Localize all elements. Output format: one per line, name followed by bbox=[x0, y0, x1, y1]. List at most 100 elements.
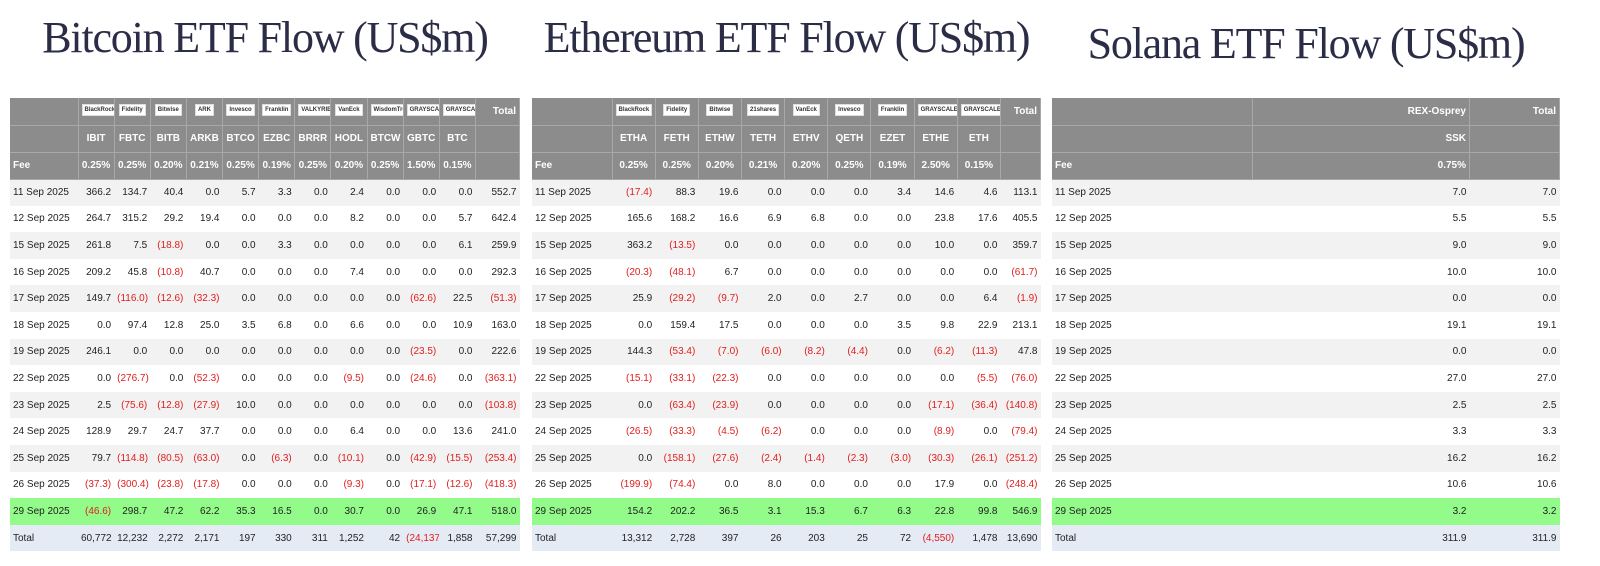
issuer-logo: Invesco bbox=[835, 103, 864, 116]
flow-value: 209.2 bbox=[86, 266, 112, 278]
logo-cell: GRAYSCALE bbox=[914, 98, 958, 126]
flow-value: 0.0 bbox=[350, 346, 364, 358]
empty-cell bbox=[532, 125, 613, 153]
flow-value: (17.4) bbox=[626, 187, 653, 199]
empty-cell bbox=[1469, 125, 1560, 153]
flow-value: 0.0 bbox=[422, 319, 437, 331]
flow-value: 25.0 bbox=[200, 319, 220, 331]
flow-value: 22.5 bbox=[453, 293, 473, 305]
date: 18 Sep 2025 bbox=[535, 319, 592, 331]
fee: 0.15% bbox=[439, 152, 477, 180]
ticker: BTCO bbox=[222, 125, 260, 153]
flow-value: 149.7 bbox=[86, 293, 112, 305]
row-total: 5.5 bbox=[1542, 213, 1557, 225]
flow-value: 0.0 bbox=[313, 372, 328, 384]
flow-value: 0.0 bbox=[313, 346, 328, 358]
cumulative-value: 1,858 bbox=[447, 532, 473, 544]
flow-row: 19 Sep 2025 246.1 0.0 0.0 0.0 0.0 0.0 0.0 0.0 0.0… bbox=[10, 338, 520, 366]
empty-cell bbox=[1052, 125, 1253, 153]
table-head: BlackRock Fidelity Bitwise 21shares VanEck In… bbox=[532, 98, 1041, 180]
date: 22 Sep 2025 bbox=[1055, 372, 1112, 384]
date: 25 Sep 2025 bbox=[13, 452, 70, 464]
cumulative-value: 13,312 bbox=[621, 532, 653, 544]
flow-value: 0.0 bbox=[897, 479, 912, 491]
logo-cell: GRAYSCALE bbox=[403, 98, 440, 126]
logo-cell: Bitwise bbox=[150, 98, 187, 126]
ticker: SSK bbox=[1252, 125, 1470, 153]
flow-value: 79.7 bbox=[91, 452, 112, 464]
flow-value: (10.8) bbox=[157, 266, 184, 278]
flow-table: REX-Osprey Total SSK Fee 0.75% 11 Sep 2025 7.0… bbox=[1052, 98, 1560, 552]
flow-value: 45.8 bbox=[127, 266, 148, 278]
cumulative-value: (4,550) bbox=[922, 532, 955, 544]
row-total: 222.6 bbox=[491, 346, 517, 358]
flow-value: 0.0 bbox=[422, 187, 437, 199]
flow-value: 0.0 bbox=[638, 319, 653, 331]
date: 19 Sep 2025 bbox=[13, 346, 70, 358]
logo-cell: BlackRock bbox=[78, 98, 115, 126]
flow-value: 0.0 bbox=[241, 213, 256, 225]
flow-value: 0.0 bbox=[940, 293, 955, 305]
flow-value: 0.0 bbox=[277, 346, 292, 358]
flow-value: (63.0) bbox=[193, 452, 220, 464]
date: 18 Sep 2025 bbox=[13, 319, 70, 331]
flow-value: 0.0 bbox=[386, 213, 401, 225]
flow-value: 16.2 bbox=[1447, 452, 1467, 464]
flow-value: 62.2 bbox=[200, 505, 220, 517]
cumulative-value: 42 bbox=[389, 532, 401, 544]
flow-row: 23 Sep 2025 0.0 (63.4) (23.9) 0.0 0.0 0.0 0.0 (1… bbox=[532, 391, 1041, 419]
flow-value: (37.3) bbox=[85, 479, 112, 491]
flow-value: (42.9) bbox=[410, 452, 437, 464]
flow-value: 0.0 bbox=[313, 505, 328, 517]
flow-value: 0.0 bbox=[350, 239, 364, 251]
flow-value: 88.3 bbox=[675, 187, 696, 199]
flow-value: 6.8 bbox=[810, 213, 825, 225]
row-total: (61.7) bbox=[1011, 266, 1038, 278]
panel-title: Ethereum ETF Flow (US$m) bbox=[543, 13, 1031, 62]
date: 22 Sep 2025 bbox=[535, 372, 592, 384]
flow-row: 29 Sep 2025 (46.6) 298.7 47.2 62.2 35.3 16.5 0.… bbox=[10, 498, 520, 525]
flow-value: (4.4) bbox=[847, 346, 868, 358]
flow-value: 10.9 bbox=[453, 319, 473, 331]
date: 17 Sep 2025 bbox=[1055, 293, 1112, 305]
flow-value: 15.3 bbox=[805, 505, 825, 517]
flow-value: 0.0 bbox=[854, 479, 868, 491]
ticker: ARKB bbox=[186, 125, 224, 153]
flow-value: 19.1 bbox=[1447, 319, 1467, 331]
flow-row: 26 Sep 2025 (37.3) (300.4) (23.8) (17.8) 0.0 0… bbox=[10, 471, 520, 499]
row-total: 47.8 bbox=[1018, 346, 1038, 358]
ticker: ETHW bbox=[698, 125, 742, 153]
flow-value: 17.9 bbox=[934, 479, 955, 491]
flow-value: 0.0 bbox=[422, 266, 437, 278]
date: 23 Sep 2025 bbox=[13, 399, 70, 411]
ticker: ETH bbox=[957, 125, 1002, 153]
flow-value: (6.2) bbox=[761, 426, 782, 438]
flow-value: (12.6) bbox=[157, 293, 184, 305]
flow-value: 0.0 bbox=[458, 372, 473, 384]
cumulative-value: 197 bbox=[238, 532, 256, 544]
flow-value: 168.2 bbox=[670, 213, 696, 225]
totals-row: Total 13,312 2,728 397 26 203 25 72 (4,550) 1,478… bbox=[532, 524, 1041, 552]
flow-value: (17.1) bbox=[410, 479, 437, 491]
date: 17 Sep 2025 bbox=[13, 293, 70, 305]
fee: 0.19% bbox=[258, 152, 296, 180]
flow-value: 0.0 bbox=[386, 426, 401, 438]
flow-value: 0.0 bbox=[810, 266, 825, 278]
cumulative-value: (24,137) bbox=[406, 532, 440, 544]
flow-value: 24.7 bbox=[163, 426, 184, 438]
flow-value: 6.3 bbox=[897, 505, 912, 517]
flow-value: (276.7) bbox=[117, 372, 149, 384]
flow-value: 12.8 bbox=[163, 319, 184, 331]
flow-value: 29.7 bbox=[127, 426, 148, 438]
issuer-logo: VALKYRIE bbox=[298, 103, 330, 116]
flow-value: (33.3) bbox=[669, 426, 696, 438]
fee: 0.19% bbox=[870, 152, 915, 180]
flow-value: 0.0 bbox=[277, 426, 292, 438]
flow-value: 0.0 bbox=[313, 293, 328, 305]
table-head: REX-Osprey Total SSK Fee 0.75% bbox=[1052, 98, 1560, 180]
empty-cell bbox=[10, 125, 79, 153]
flow-value: 0.0 bbox=[386, 479, 401, 491]
issuer-logo: GRAYSCALE bbox=[442, 103, 475, 116]
issuer-logo: Fidelity bbox=[118, 103, 146, 116]
flow-value: 6.8 bbox=[277, 319, 292, 331]
